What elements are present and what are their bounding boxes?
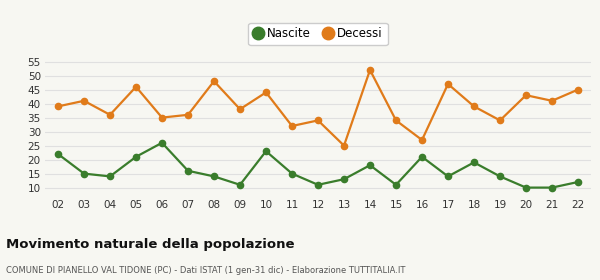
Text: COMUNE DI PIANELLO VAL TIDONE (PC) - Dati ISTAT (1 gen-31 dic) - Elaborazione TU: COMUNE DI PIANELLO VAL TIDONE (PC) - Dat… [6, 266, 406, 275]
Text: Movimento naturale della popolazione: Movimento naturale della popolazione [6, 238, 295, 251]
Legend: Nascite, Decessi: Nascite, Decessi [248, 23, 388, 45]
